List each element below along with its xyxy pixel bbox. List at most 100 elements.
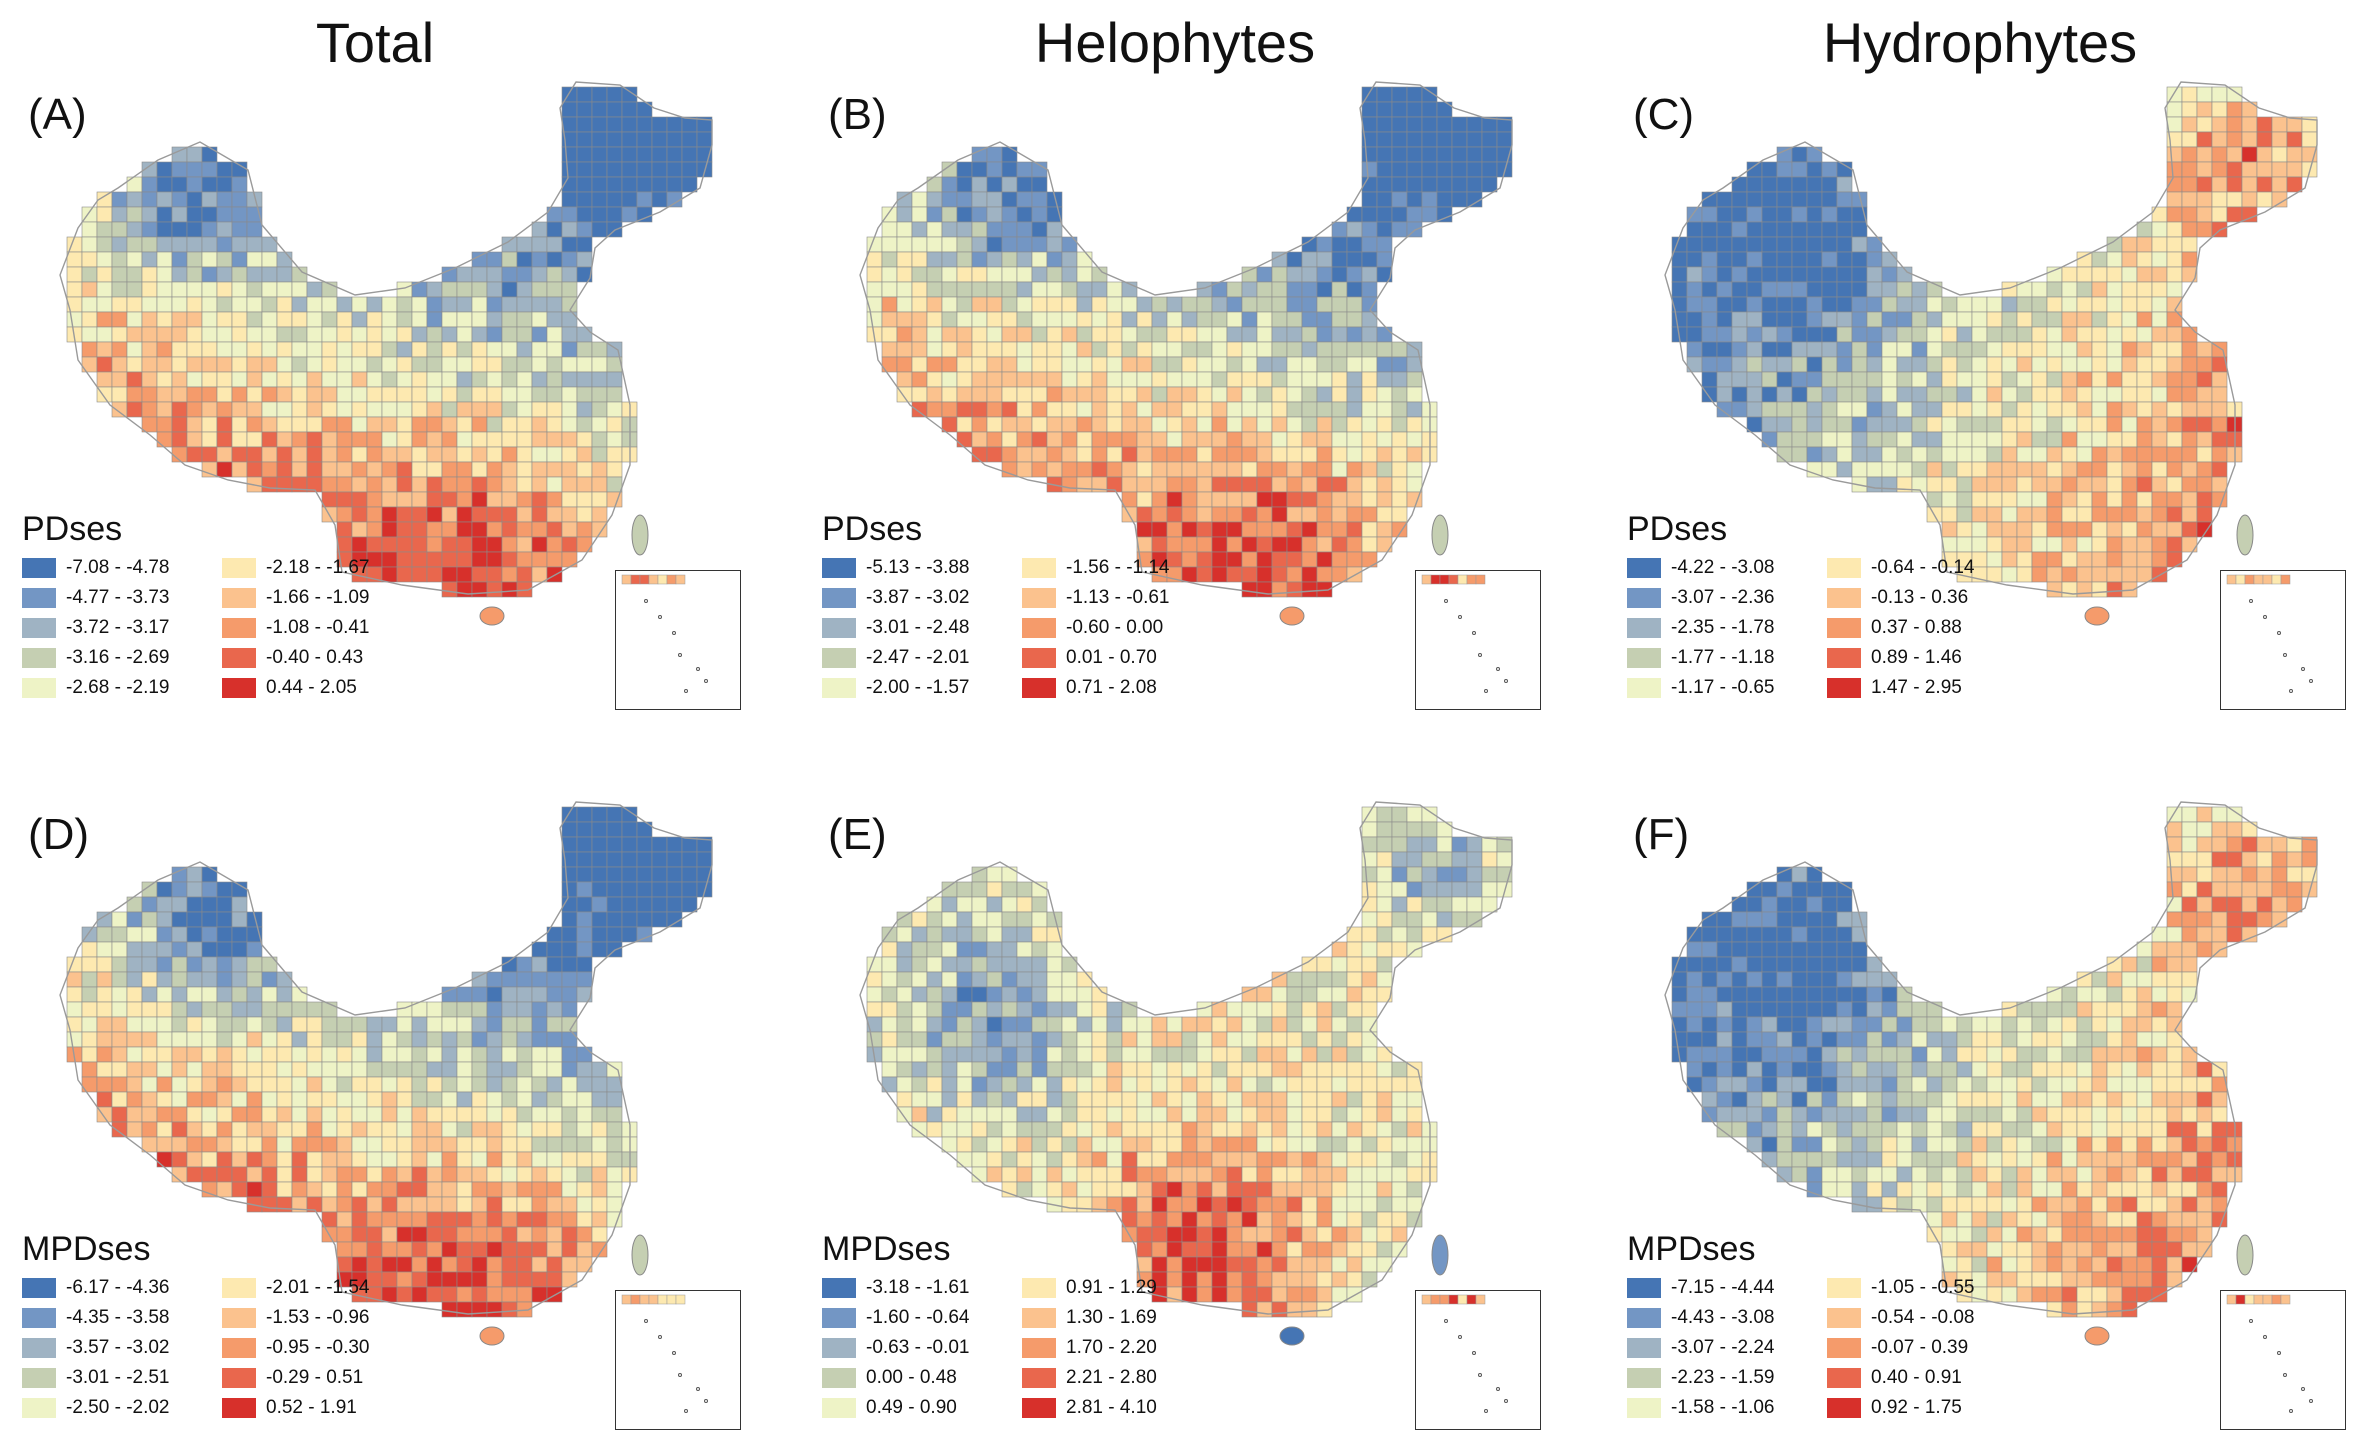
inset-island xyxy=(696,1387,700,1391)
grid-cell xyxy=(1806,1166,1823,1183)
grid-cell xyxy=(986,386,1003,403)
legend-range-label: -1.58 - -1.06 xyxy=(1671,1396,1775,1418)
grid-cell xyxy=(1806,146,1823,163)
grid-cell xyxy=(896,266,913,283)
grid-cell xyxy=(1806,986,1823,1003)
inset-cell xyxy=(648,1294,659,1305)
grid-cell xyxy=(1436,836,1453,853)
grid-cell xyxy=(1016,281,1033,298)
grid-cell xyxy=(366,326,383,343)
grid-cell xyxy=(2106,1136,2123,1153)
grid-cell xyxy=(1761,1001,1778,1018)
grid-cell xyxy=(1226,416,1243,433)
grid-cell xyxy=(1121,1106,1138,1123)
grid-cell xyxy=(2166,476,2183,493)
grid-cell xyxy=(1466,836,1483,853)
inset-island xyxy=(658,1335,662,1339)
grid-cell xyxy=(126,281,143,298)
grid-cell xyxy=(156,1016,173,1033)
grid-cell xyxy=(2166,251,2183,268)
grid-cell xyxy=(2181,911,2198,928)
grid-cell xyxy=(651,176,668,193)
grid-cell xyxy=(2046,386,2063,403)
grid-cell xyxy=(201,986,218,1003)
grid-cell xyxy=(1046,1016,1063,1033)
grid-cell xyxy=(1226,1241,1243,1258)
grid-cell xyxy=(2091,1166,2108,1183)
grid-cell xyxy=(1106,371,1123,388)
grid-cell xyxy=(1881,356,1898,373)
grid-cell xyxy=(1821,251,1838,268)
grid-cell xyxy=(1241,1136,1258,1153)
grid-cell xyxy=(1746,266,1763,283)
legend-item: 1.70 - 2.20 xyxy=(1022,1335,1222,1360)
grid-cell xyxy=(1791,326,1808,343)
grid-cell xyxy=(456,431,473,448)
grid-cell xyxy=(1851,311,1868,328)
grid-cell xyxy=(1956,1151,1973,1168)
legend-item: -4.77 - -3.73 xyxy=(22,585,222,610)
grid-cell xyxy=(1836,401,1853,418)
grid-cell xyxy=(1761,251,1778,268)
grid-cell xyxy=(261,281,278,298)
grid-cell xyxy=(1226,356,1243,373)
grid-cell xyxy=(186,416,203,433)
grid-cell xyxy=(2181,131,2198,148)
grid-cell xyxy=(1211,401,1228,418)
grid-cell xyxy=(1106,431,1123,448)
grid-cell xyxy=(1821,221,1838,238)
inset-cell xyxy=(630,1294,641,1305)
grid-cell xyxy=(1376,506,1393,523)
grid-cell xyxy=(1061,1076,1078,1093)
grid-cell xyxy=(1211,1211,1228,1228)
grid-cell xyxy=(561,281,578,298)
grid-cell xyxy=(1376,821,1393,838)
grid-cell xyxy=(1761,1061,1778,1078)
grid-cell xyxy=(1791,1001,1808,1018)
grid-cell xyxy=(591,911,608,928)
grid-cell xyxy=(1241,326,1258,343)
grid-cell xyxy=(306,1091,323,1108)
grid-cell xyxy=(1016,1166,1033,1183)
grid-cell xyxy=(881,281,898,298)
grid-cell xyxy=(561,866,578,883)
choropleth-map xyxy=(59,801,713,1346)
grid-cell xyxy=(1331,1151,1348,1168)
grid-cell xyxy=(1806,1016,1823,1033)
grid-cell xyxy=(411,356,428,373)
grid-cell xyxy=(956,1121,973,1138)
grid-cell xyxy=(606,1106,623,1123)
grid-cell xyxy=(971,1046,988,1063)
grid-cell xyxy=(1016,956,1033,973)
grid-cell xyxy=(1406,176,1423,193)
grid-cell xyxy=(186,1076,203,1093)
grid-cell xyxy=(1971,1121,1988,1138)
grid-cell xyxy=(96,986,113,1003)
grid-cell xyxy=(1716,221,1733,238)
legend-swatch xyxy=(822,1337,856,1358)
grid-cell xyxy=(2106,971,2123,988)
grid-cell xyxy=(411,296,428,313)
grid-cell xyxy=(1256,986,1273,1003)
grid-cell xyxy=(381,311,398,328)
grid-cell xyxy=(501,986,518,1003)
grid-cell xyxy=(1376,251,1393,268)
grid-cell xyxy=(911,1106,928,1123)
grid-cell xyxy=(1806,941,1823,958)
inset-island xyxy=(1478,1373,1482,1377)
panel-label: (A) xyxy=(28,90,87,139)
grid-cell xyxy=(321,491,338,508)
grid-cell xyxy=(186,896,203,913)
grid-cell xyxy=(336,1136,353,1153)
grid-cell xyxy=(1376,1076,1393,1093)
grid-cell xyxy=(1106,1151,1123,1168)
grid-cell xyxy=(306,1061,323,1078)
grid-cell xyxy=(2031,1181,2048,1198)
hainan-island xyxy=(479,606,505,626)
grid-cell xyxy=(531,1151,548,1168)
grid-cell xyxy=(1971,1211,1988,1228)
grid-cell xyxy=(141,266,158,283)
grid-cell xyxy=(1061,356,1078,373)
grid-cell xyxy=(2196,911,2213,928)
grid-cell xyxy=(1896,1106,1913,1123)
